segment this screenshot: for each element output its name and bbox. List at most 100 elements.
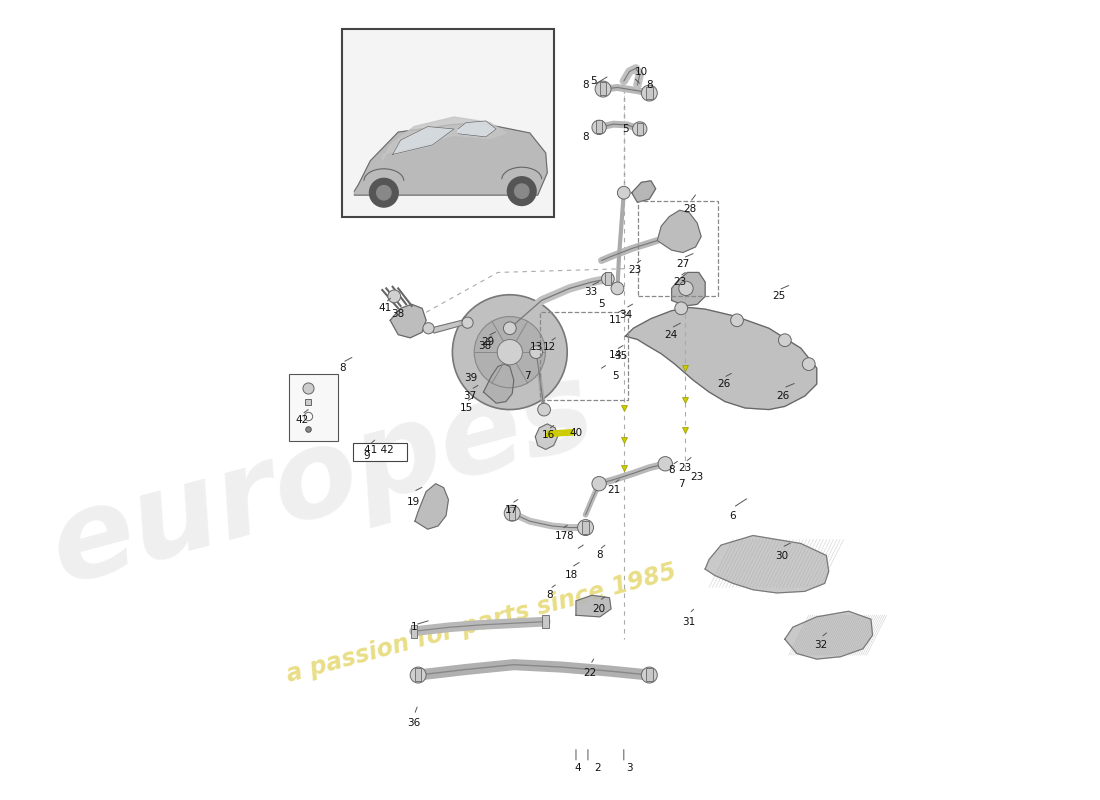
Text: 8: 8 (582, 80, 588, 90)
Text: 23: 23 (673, 277, 686, 287)
Circle shape (592, 477, 606, 491)
Circle shape (674, 302, 688, 314)
Circle shape (730, 314, 744, 326)
Polygon shape (672, 273, 705, 306)
Text: 17: 17 (556, 530, 569, 541)
Circle shape (507, 177, 536, 206)
Bar (509, 507, 516, 519)
Bar (600, 82, 606, 94)
Text: 5: 5 (591, 76, 597, 86)
Text: 23: 23 (679, 462, 692, 473)
Text: 8: 8 (339, 363, 345, 373)
Polygon shape (705, 535, 828, 593)
Text: 13: 13 (529, 342, 542, 352)
Polygon shape (784, 611, 872, 659)
Text: 38: 38 (478, 341, 492, 350)
Circle shape (370, 178, 398, 207)
Text: 3: 3 (626, 763, 632, 774)
Bar (415, 668, 421, 681)
Circle shape (679, 282, 693, 295)
Circle shape (452, 294, 568, 410)
Text: 11: 11 (609, 315, 623, 326)
Circle shape (617, 186, 630, 199)
Text: 40: 40 (570, 429, 583, 438)
Text: 29: 29 (481, 337, 494, 347)
Polygon shape (484, 364, 514, 403)
Text: 36: 36 (407, 718, 421, 728)
Circle shape (632, 122, 647, 136)
Text: 6: 6 (729, 510, 736, 521)
Circle shape (462, 317, 473, 328)
Bar (605, 273, 612, 286)
Text: 32: 32 (814, 640, 827, 650)
Circle shape (595, 81, 612, 97)
Text: 19: 19 (407, 497, 420, 507)
Text: 5: 5 (598, 299, 605, 310)
Bar (542, 615, 549, 628)
Circle shape (422, 322, 435, 334)
Circle shape (410, 667, 426, 683)
Text: 18: 18 (564, 570, 578, 579)
Circle shape (641, 667, 658, 683)
Text: 9: 9 (363, 451, 370, 461)
Bar (353, 443, 407, 461)
Text: 26: 26 (717, 379, 730, 389)
Text: 5: 5 (623, 124, 629, 134)
Polygon shape (576, 595, 612, 617)
Text: 26: 26 (777, 391, 790, 401)
Text: 5: 5 (613, 371, 619, 381)
Circle shape (578, 519, 594, 535)
Text: 23: 23 (628, 265, 641, 275)
Circle shape (497, 339, 522, 365)
Bar (411, 625, 417, 638)
Circle shape (388, 290, 400, 302)
Text: 21: 21 (607, 485, 620, 495)
Text: 41: 41 (378, 303, 392, 314)
Text: 20: 20 (593, 604, 606, 614)
Polygon shape (383, 117, 506, 161)
Polygon shape (430, 320, 466, 333)
Circle shape (602, 273, 614, 285)
Polygon shape (631, 181, 656, 202)
Text: 12: 12 (543, 342, 557, 352)
Bar (582, 521, 588, 534)
Circle shape (612, 282, 624, 294)
Polygon shape (354, 122, 548, 195)
Polygon shape (415, 484, 449, 529)
Circle shape (658, 457, 672, 471)
Bar (289, 374, 339, 442)
Text: 8: 8 (596, 550, 603, 561)
Text: 8: 8 (646, 80, 652, 90)
Text: 7: 7 (524, 371, 530, 381)
Circle shape (530, 346, 542, 358)
Text: a passion for parts since 1985: a passion for parts since 1985 (284, 559, 680, 687)
Polygon shape (390, 304, 426, 338)
Text: 8: 8 (582, 132, 588, 142)
Text: 35: 35 (614, 351, 627, 361)
Text: 33: 33 (584, 286, 597, 297)
Text: 31: 31 (683, 617, 696, 626)
Text: 28: 28 (683, 204, 696, 214)
Polygon shape (536, 424, 558, 450)
Text: 8: 8 (547, 590, 553, 599)
Text: 23: 23 (691, 471, 704, 482)
Text: 41 42: 41 42 (364, 446, 394, 455)
Text: 22: 22 (584, 668, 597, 678)
Text: 15: 15 (460, 403, 473, 413)
Circle shape (538, 403, 550, 416)
Circle shape (376, 186, 390, 200)
Text: 30: 30 (776, 551, 789, 562)
Text: 27: 27 (676, 259, 690, 270)
Circle shape (474, 317, 546, 388)
Text: 2: 2 (594, 763, 601, 774)
Bar (342, 30, 553, 217)
Text: 24: 24 (664, 330, 678, 340)
Text: 8: 8 (566, 530, 573, 541)
Bar (646, 86, 652, 99)
Bar (646, 668, 652, 681)
Text: 37: 37 (463, 391, 476, 401)
Circle shape (802, 358, 815, 370)
Circle shape (504, 506, 520, 521)
Text: 16: 16 (541, 430, 554, 440)
Text: 7: 7 (678, 478, 684, 489)
